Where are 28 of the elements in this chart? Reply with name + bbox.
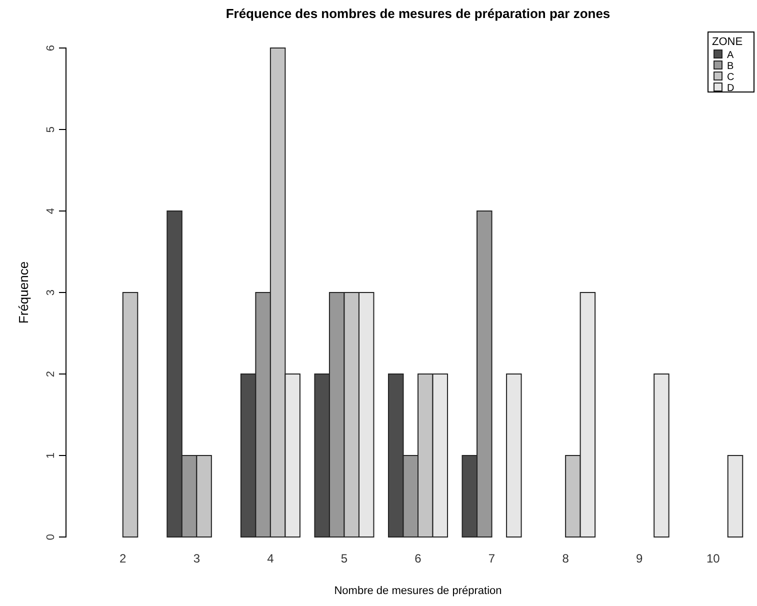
legend-label: C: [727, 72, 734, 83]
x-axis-title: Nombre de mesures de prépration: [334, 585, 502, 597]
x-tick-label: 9: [636, 552, 643, 566]
legend-title: ZONE: [712, 36, 743, 48]
bar: [122, 292, 138, 538]
x-tick-label: 4: [267, 552, 274, 566]
legend-label: A: [727, 50, 734, 61]
y-tick-label: 3: [44, 289, 57, 296]
x-tick-label: 6: [414, 552, 422, 566]
y-tick-label: 1: [44, 452, 57, 459]
x-tick-label: 2: [120, 552, 127, 566]
legend-label: D: [727, 83, 734, 94]
bar: [654, 374, 670, 538]
y-tick-label: 2: [44, 370, 57, 378]
chart-title: Fréquence des nombres de mesures de préparation par zones: [226, 6, 610, 21]
bar: [506, 374, 522, 538]
y-axis-title: Fréquence: [16, 261, 31, 324]
x-tick-label: 7: [488, 552, 496, 566]
y-tick-label: 0: [44, 534, 57, 540]
y-tick-label: 5: [44, 126, 57, 133]
x-tick-label: 5: [340, 552, 348, 566]
bar: [727, 455, 744, 538]
y-tick-label: 6: [44, 44, 57, 52]
x-tick-label: 3: [193, 552, 200, 566]
y-tick-label: 4: [44, 208, 57, 214]
legend-label: B: [727, 61, 734, 72]
x-tick-label: 8: [562, 552, 570, 566]
x-tick-label: 10: [706, 552, 720, 566]
